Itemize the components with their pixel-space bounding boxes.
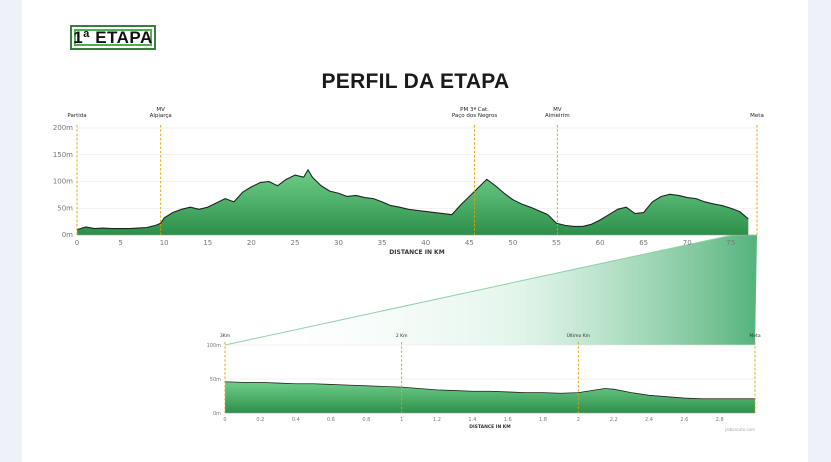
x-tick-label: 2.2 bbox=[610, 417, 618, 423]
elevation-area bbox=[225, 381, 755, 413]
x-tick-label: 0 bbox=[75, 239, 79, 247]
x-tick-label: 5 bbox=[118, 239, 122, 247]
x-tick-label: 1.4 bbox=[468, 417, 476, 423]
x-tick-label: 2.4 bbox=[645, 417, 653, 423]
km-marker-label: Meta bbox=[749, 333, 760, 339]
x-tick-label: 1 bbox=[400, 417, 403, 423]
km-marker-label: Último Km bbox=[567, 332, 590, 339]
km-marker-label: Paço dos Negros bbox=[452, 113, 498, 119]
km-marker-label: MV bbox=[553, 107, 562, 113]
y-tick-label: 150m bbox=[53, 151, 73, 159]
y-tick-label: 50m bbox=[57, 204, 73, 212]
x-tick-label: 0.8 bbox=[362, 417, 370, 423]
km-marker-label: Alpiarça bbox=[150, 113, 172, 119]
km-marker-label: Partida bbox=[67, 113, 86, 119]
x-tick-label: 25 bbox=[290, 239, 299, 247]
zoom-wedge bbox=[225, 235, 757, 345]
km-marker-label: 3Km bbox=[220, 333, 230, 339]
y-tick-label: 50m bbox=[210, 377, 221, 383]
x-tick-label: 35 bbox=[378, 239, 387, 247]
stage-badge: 1ª ETAPA bbox=[70, 25, 156, 50]
y-tick-label: 0m bbox=[62, 231, 73, 239]
page-title: PERFIL DA ETAPA bbox=[321, 70, 510, 93]
x-tick-label: 1.2 bbox=[433, 417, 441, 423]
km-marker-label: Almeirim bbox=[545, 113, 570, 119]
x-tick-label: 0 bbox=[223, 417, 226, 423]
zoom-edge-line bbox=[224, 234, 733, 346]
km-marker-label: 2 Km bbox=[396, 333, 408, 339]
x-tick-label: 1.6 bbox=[504, 417, 512, 423]
x-tick-label: 0.4 bbox=[292, 417, 300, 423]
x-tick-label: 65 bbox=[639, 239, 648, 247]
y-tick-label: 0m bbox=[213, 411, 221, 417]
x-tick-label: 20 bbox=[247, 239, 256, 247]
x-tick-label: 10 bbox=[160, 239, 169, 247]
y-tick-label: 100m bbox=[53, 178, 73, 186]
x-tick-label: 75 bbox=[726, 239, 735, 247]
elevation-line bbox=[76, 169, 749, 231]
x-tick-label: 2 bbox=[577, 417, 580, 423]
y-tick-label: 200m bbox=[53, 124, 73, 132]
x-tick-label: 40 bbox=[421, 239, 430, 247]
x-axis-title: DISTANCE IN KM bbox=[389, 249, 444, 256]
x-tick-label: 55 bbox=[552, 239, 561, 247]
x-tick-label: 70 bbox=[683, 239, 692, 247]
x-tick-label: 45 bbox=[465, 239, 474, 247]
x-tick-label: 0.2 bbox=[256, 417, 264, 423]
x-tick-label: 30 bbox=[334, 239, 343, 247]
km-marker-label: MV bbox=[156, 107, 165, 113]
x-tick-label: 1.8 bbox=[539, 417, 547, 423]
elevation-line bbox=[224, 381, 755, 400]
y-tick-label: 100m bbox=[207, 343, 222, 349]
km-marker-label: PM 3ª Cat. bbox=[460, 106, 489, 113]
chart-credit: jalbaroute.com bbox=[724, 427, 755, 432]
x-tick-label: 50 bbox=[508, 239, 517, 247]
x-tick-label: 2.8 bbox=[716, 417, 724, 423]
x-tick-label: 2.6 bbox=[680, 417, 688, 423]
x-tick-label: 0.6 bbox=[327, 417, 335, 423]
elevation-area bbox=[77, 169, 749, 235]
x-axis-title: DISTANCE IN KM bbox=[469, 424, 511, 430]
km-marker-label: Meta bbox=[750, 113, 764, 119]
x-tick-label: 60 bbox=[596, 239, 605, 247]
x-tick-label: 15 bbox=[203, 239, 212, 247]
